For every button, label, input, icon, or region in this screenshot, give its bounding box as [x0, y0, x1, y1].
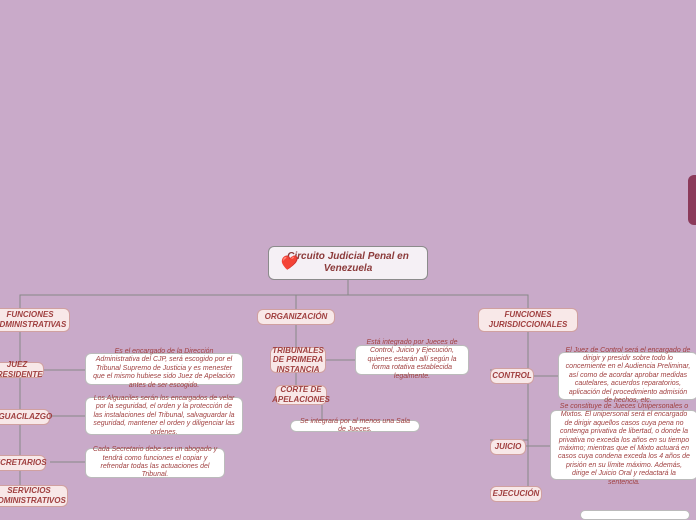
label: EJECUCIÓN: [493, 489, 540, 499]
desc-corte: Se integrará por al menos una Sala de Ju…: [290, 420, 420, 432]
desc-juez-presidente: Es el encargado de la Dirección Administ…: [85, 353, 243, 385]
label: JUEZ PRESIDENTE: [0, 360, 43, 379]
text: Es el encargado de la Dirección Administ…: [92, 348, 236, 390]
label: FUNCIONES ADMINISTRATIVAS: [0, 310, 66, 329]
desc-secretarios: Cada Secretario debe ser un abogado y te…: [85, 448, 225, 478]
text: Se constituye de Jueces Unipersonales o …: [557, 403, 691, 487]
node-ejecucion[interactable]: EJECUCIÓN: [490, 486, 542, 502]
node-secretarios[interactable]: SECRETARIOS: [0, 455, 46, 471]
label: CORTE DE APELACIONES: [272, 385, 330, 404]
label: SERVICIOS ADMINISTRATIVOS: [0, 486, 66, 505]
text: Los Alguaciles serán los encargados de v…: [92, 395, 236, 437]
label: ALGUACILAZGO: [0, 412, 52, 422]
root-title: Circuito Judicial Penal en Venezuela: [283, 251, 413, 275]
text: El Juez de Control será el encargado de …: [565, 347, 691, 406]
node-corte[interactable]: CORTE DE APELACIONES: [275, 385, 327, 405]
text: Se integrará por al menos una Sala de Ju…: [297, 418, 413, 435]
node-control[interactable]: CONTROL: [490, 368, 534, 384]
label: ORGANIZACIÓN: [265, 312, 328, 322]
node-funciones-admin[interactable]: FUNCIONES ADMINISTRATIVAS: [0, 308, 70, 332]
label: FUNCIONES JURISDICCIONALES: [485, 310, 571, 329]
desc-partial: [580, 510, 690, 520]
node-servicios[interactable]: SERVICIOS ADMINISTRATIVOS: [0, 485, 68, 507]
text: Está integrado por Jueces de Control, Ju…: [362, 339, 462, 381]
text: Cada Secretario debe ser un abogado y te…: [92, 446, 218, 480]
side-tab: [688, 175, 696, 225]
node-juicio[interactable]: JUICIO: [490, 439, 526, 455]
desc-alguacilazgo: Los Alguaciles serán los encargados de v…: [85, 397, 243, 435]
label: TRIBUNALES DE PRIMERA INSTANCIA: [272, 346, 324, 375]
root-node[interactable]: ❤️ Circuito Judicial Penal en Venezuela: [268, 246, 428, 280]
label: CONTROL: [492, 371, 532, 381]
node-tribunales[interactable]: TRIBUNALES DE PRIMERA INSTANCIA: [270, 347, 326, 373]
label: JUICIO: [495, 442, 522, 452]
node-alguacilazgo[interactable]: ALGUACILAZGO: [0, 409, 50, 425]
desc-juicio: Se constituye de Jueces Unipersonales o …: [550, 410, 696, 480]
desc-control: El Juez de Control será el encargado de …: [558, 352, 696, 400]
node-juez-presidente[interactable]: JUEZ PRESIDENTE: [0, 362, 44, 378]
heart-icon: ❤️: [279, 255, 296, 272]
desc-tribunales: Está integrado por Jueces de Control, Ju…: [355, 345, 469, 375]
node-organizacion[interactable]: ORGANIZACIÓN: [257, 309, 335, 325]
label: SECRETARIOS: [0, 458, 47, 468]
node-funciones-juris[interactable]: FUNCIONES JURISDICCIONALES: [478, 308, 578, 332]
